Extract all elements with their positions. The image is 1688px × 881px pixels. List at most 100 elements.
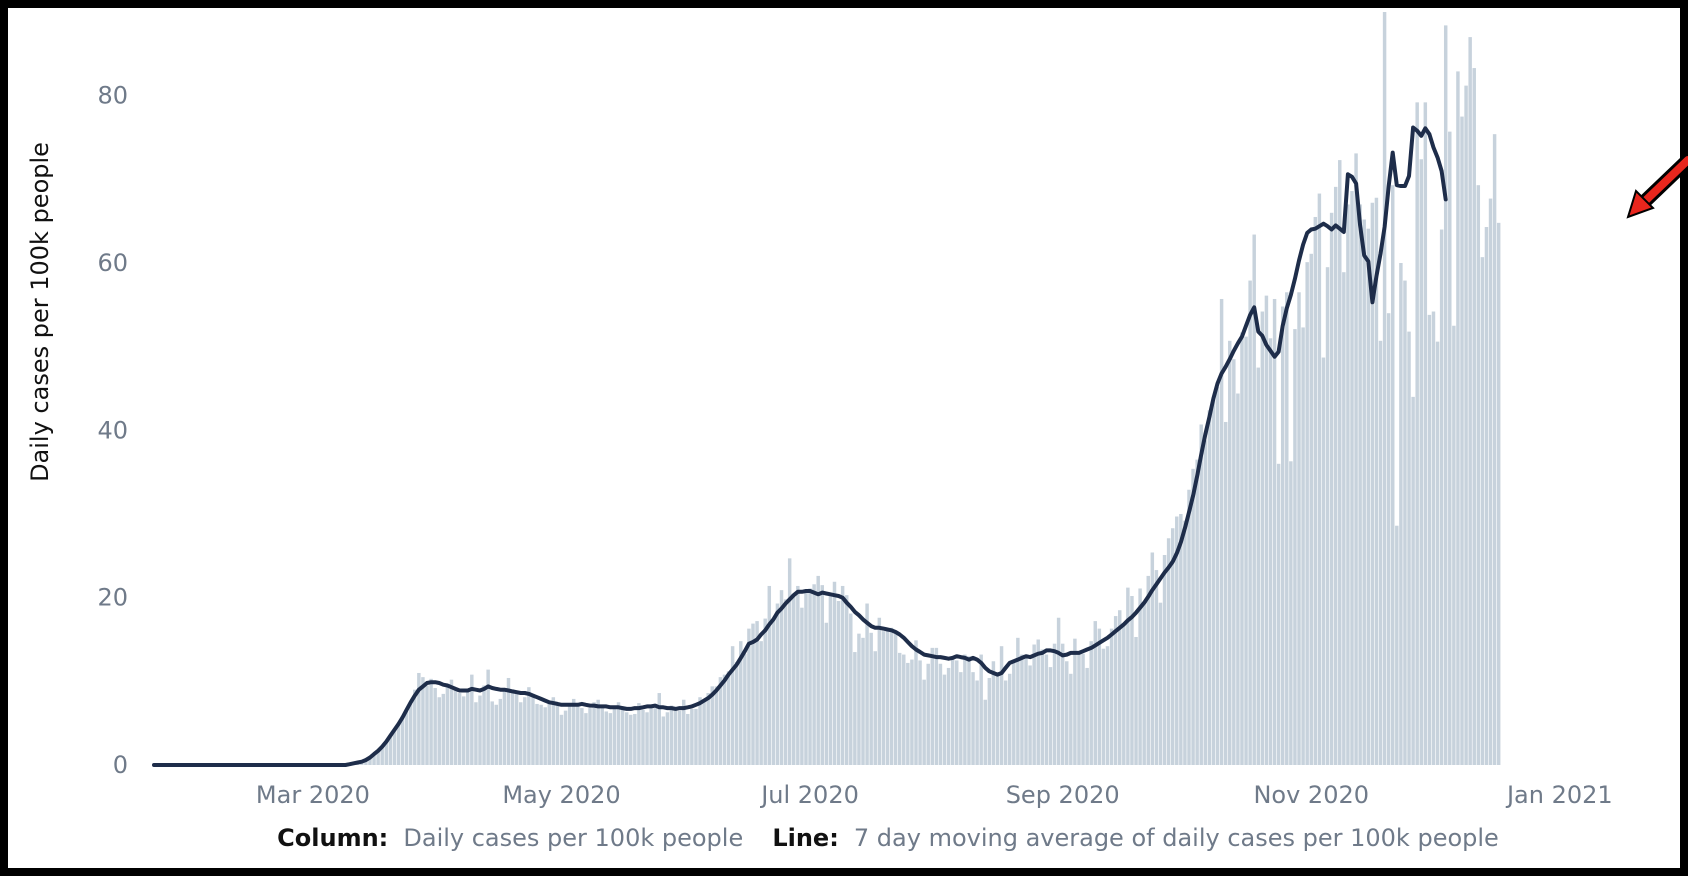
daily-case-bar	[588, 708, 592, 765]
daily-case-bar	[1012, 659, 1016, 765]
x-tick-label: Jan 2021	[1505, 781, 1613, 809]
daily-case-bar	[1130, 595, 1134, 765]
x-tick-label: Sep 2020	[1006, 781, 1120, 809]
daily-case-bar	[470, 674, 474, 765]
daily-case-bar	[983, 699, 987, 765]
daily-case-bar	[1333, 186, 1338, 765]
daily-case-bar	[1065, 661, 1069, 765]
daily-case-bar	[1427, 314, 1432, 765]
legend-line-key: Line:	[772, 824, 838, 852]
daily-case-bar	[775, 603, 780, 765]
daily-case-bar	[1484, 227, 1489, 766]
daily-case-bar	[910, 659, 914, 765]
daily-case-bar	[1313, 216, 1318, 765]
daily-case-bar	[722, 674, 727, 765]
daily-case-bar	[743, 653, 747, 765]
daily-case-bar	[527, 687, 531, 765]
daily-case-bar	[1044, 654, 1049, 765]
legend-line-text: 7 day moving average of daily cases per …	[854, 824, 1499, 852]
daily-case-bar	[995, 672, 1000, 765]
daily-case-bar	[1382, 12, 1387, 765]
daily-case-bar	[539, 704, 543, 765]
daily-case-bar	[906, 662, 910, 765]
daily-case-bar	[1244, 336, 1248, 765]
daily-case-bar	[592, 702, 596, 765]
y-tick-label: 40	[97, 416, 128, 444]
daily-case-bar	[1496, 222, 1501, 766]
daily-case-bar	[1456, 71, 1460, 766]
daily-case-bar	[1399, 263, 1403, 765]
daily-case-bar	[690, 708, 694, 765]
daily-case-bar	[1228, 340, 1232, 765]
daily-case-bar	[734, 662, 739, 765]
daily-case-bar	[1003, 680, 1008, 765]
daily-case-bar	[1472, 68, 1476, 766]
daily-case-bar	[1354, 153, 1358, 765]
daily-case-bar	[1415, 102, 1419, 766]
daily-case-bar	[567, 703, 572, 765]
daily-case-bar	[763, 618, 767, 765]
daily-case-bar	[637, 703, 641, 765]
daily-case-bar	[881, 631, 886, 765]
daily-case-bar	[938, 663, 943, 765]
daily-case-bar	[1293, 329, 1297, 765]
daily-case-bar	[523, 697, 527, 765]
daily-case-bar	[408, 702, 413, 765]
daily-case-bar	[950, 659, 955, 765]
daily-case-bar	[836, 601, 841, 765]
daily-case-bar	[1236, 393, 1240, 765]
daily-case-bar	[490, 701, 494, 765]
y-axis-title: Daily cases per 100k people	[26, 142, 54, 482]
daily-case-bar	[653, 708, 657, 765]
daily-case-bar	[759, 641, 763, 765]
daily-case-bar	[1476, 185, 1481, 765]
x-tick-label: May 2020	[502, 781, 620, 809]
daily-case-bar	[812, 584, 816, 765]
daily-case-bar	[437, 697, 441, 765]
daily-case-bar	[404, 709, 409, 765]
daily-case-bar	[633, 713, 637, 765]
daily-case-bar	[1419, 159, 1423, 766]
daily-case-bar	[1052, 643, 1057, 765]
daily-case-bar	[897, 652, 902, 765]
daily-case-bar	[885, 630, 890, 765]
legend: Column: Daily cases per 100k people Line…	[277, 824, 1499, 852]
daily-case-bar	[1162, 554, 1167, 765]
daily-case-bar	[1020, 654, 1024, 765]
daily-case-bar	[1346, 204, 1350, 765]
daily-case-bar	[1386, 313, 1391, 765]
daily-case-bar	[1207, 410, 1212, 765]
daily-case-bar	[1060, 643, 1065, 765]
legend-column-key: Column:	[277, 824, 388, 852]
daily-case-bar	[380, 746, 384, 765]
y-tick-label: 60	[97, 249, 128, 277]
daily-case-bar	[413, 689, 417, 765]
daily-case-bar	[584, 713, 588, 765]
daily-case-bar	[893, 631, 898, 765]
daily-case-bar	[1325, 267, 1330, 765]
daily-case-bar	[612, 705, 617, 765]
daily-case-bar	[959, 672, 963, 765]
daily-case-bar	[665, 712, 670, 765]
daily-case-bar	[1342, 272, 1346, 765]
daily-case-bar	[1423, 102, 1428, 766]
daily-case-bar	[559, 714, 564, 765]
daily-case-bar	[453, 689, 458, 765]
daily-case-bar	[1175, 516, 1179, 765]
daily-case-bar	[1309, 253, 1313, 765]
daily-case-bar	[808, 588, 812, 765]
daily-case-bar	[710, 686, 714, 765]
daily-case-bar	[449, 679, 454, 765]
daily-case-bar	[1264, 295, 1269, 765]
daily-case-bar	[1215, 386, 1220, 765]
daily-case-bar	[1138, 588, 1142, 765]
daily-case-bar	[873, 651, 877, 765]
daily-case-bar	[388, 735, 393, 765]
daily-case-bar	[714, 686, 719, 765]
daily-case-bar	[1007, 673, 1012, 765]
daily-case-bar	[677, 710, 682, 765]
daily-case-bar	[1439, 229, 1444, 766]
daily-case-bar	[368, 757, 372, 765]
daily-case-bar	[783, 599, 788, 765]
